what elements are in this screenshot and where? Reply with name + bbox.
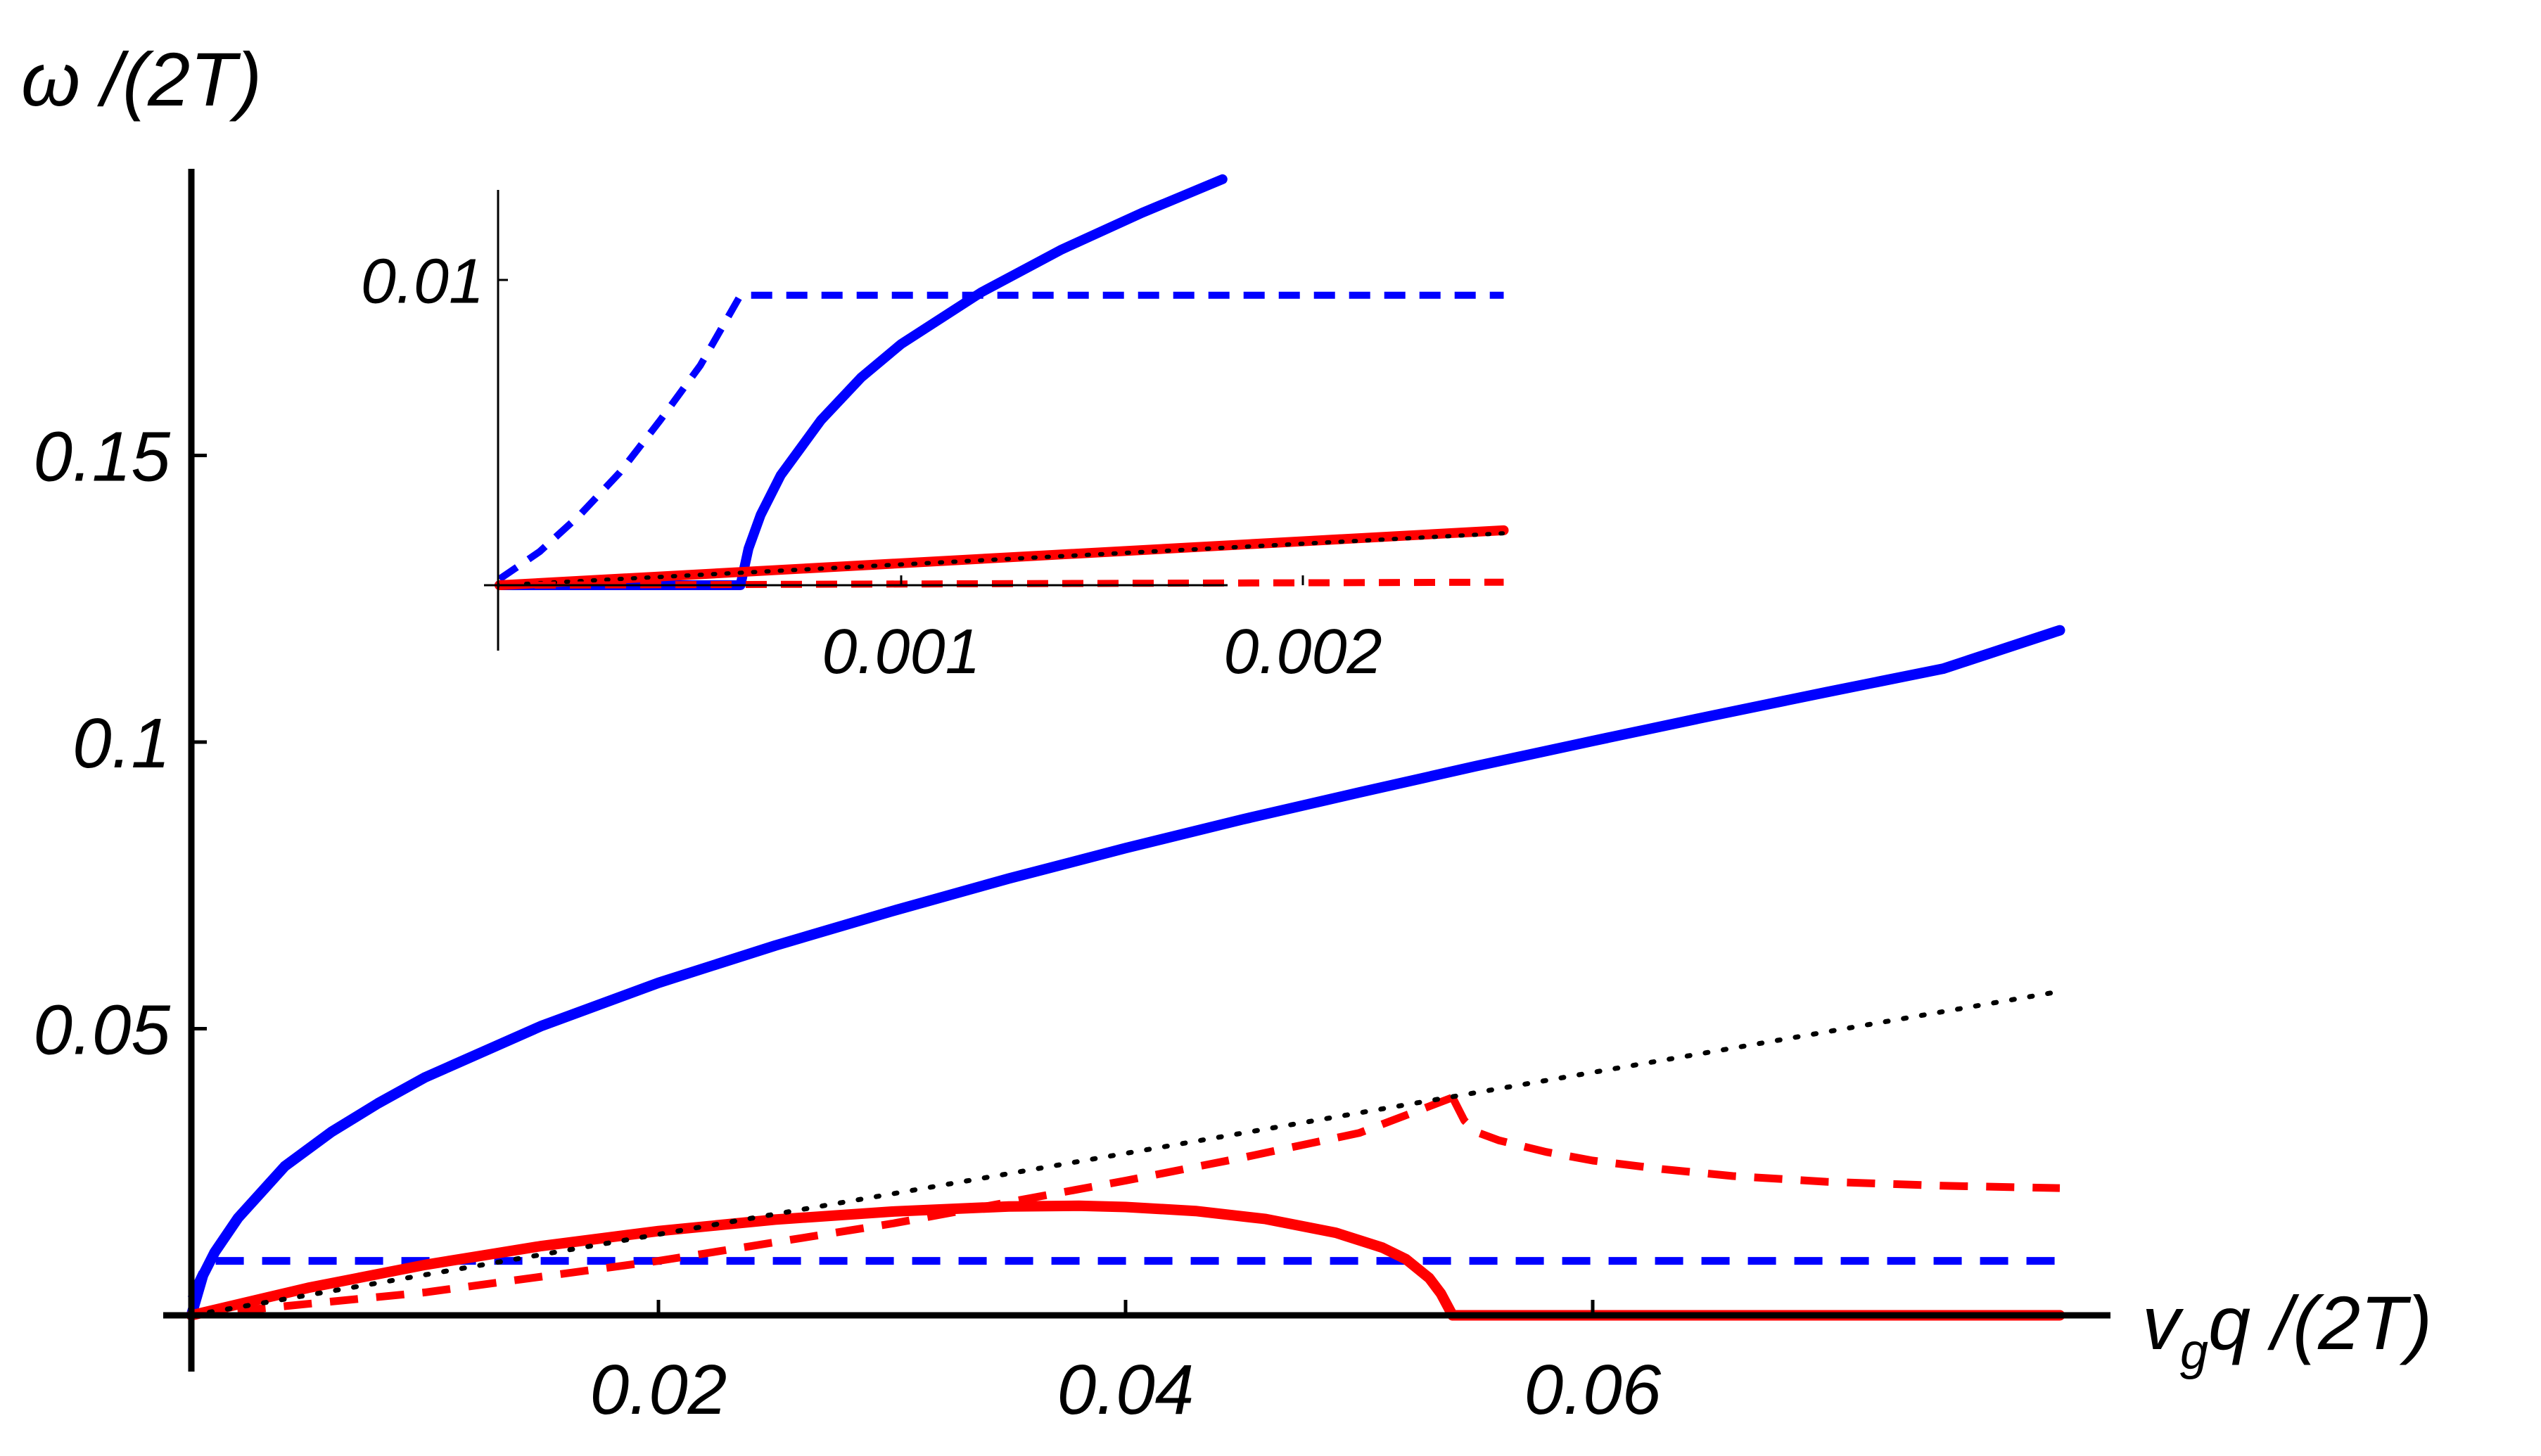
inset-x-tick-label: 0.001: [822, 617, 980, 687]
inset-series-dashed-4: [499, 578, 1504, 589]
inset-ticks-group: 0.001 0.002 0.01: [361, 246, 1382, 687]
main-series-dashed-5: [1448, 1095, 2061, 1192]
y-axis-title: ω /(2T): [21, 37, 262, 122]
main-ticks-group: 0.02 0.04 0.06 0.05 0.1 0.15: [33, 418, 1661, 1430]
main-series-solid-2: [186, 1200, 1458, 1321]
inset-plot: 0.001 0.002 0.01: [361, 174, 1509, 687]
x-axis-title-subscript: g: [2180, 1324, 2208, 1380]
main-series-dotted-6: [189, 989, 2063, 1318]
inset-series-group: [495, 174, 1509, 590]
main-series-group: [186, 625, 2065, 1321]
main-x-tick-label: 0.02: [590, 1350, 727, 1429]
x-axis-title: vgq /(2T): [2142, 1280, 2432, 1380]
main-series-solid-0: [186, 625, 2065, 1321]
main-series-dashed-1: [187, 1257, 2060, 1300]
main-y-tick-label: 0.1: [72, 704, 170, 783]
inset-y-tick-label: 0.01: [361, 246, 484, 317]
inset-series-dashed-1: [497, 291, 1504, 582]
main-plot: 0.02 0.04 0.06 0.05 0.1 0.15 ω /(2T) vgq /(2T…: [21, 37, 2432, 1429]
main-x-tick-label: 0.06: [1524, 1350, 1662, 1429]
main-x-tick-label: 0.04: [1057, 1350, 1195, 1429]
x-axis-title-rest: q /(2T): [2208, 1280, 2432, 1365]
main-y-tick-label: 0.05: [33, 991, 170, 1070]
x-axis-title-v: v: [2142, 1280, 2184, 1365]
main-series-dashed-4: [191, 1094, 1454, 1320]
inset-series-solid-2: [495, 525, 1509, 590]
inset-x-tick-label: 0.002: [1223, 617, 1382, 687]
inset-series-solid-0: [495, 174, 1228, 590]
main-y-tick-label: 0.15: [33, 418, 170, 497]
